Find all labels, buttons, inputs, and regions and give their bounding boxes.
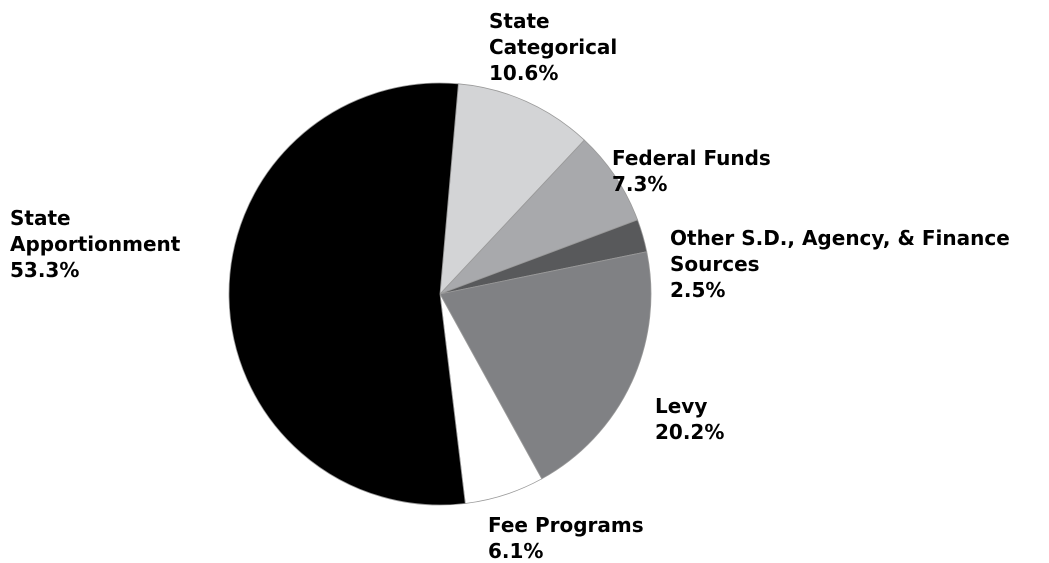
category-label: Levy [655,394,708,418]
slice-label: Fee Programs 6.1% [488,512,708,563]
category-label: Other S.D., Agency, & Finance Sources [670,226,1010,276]
slice-label: State Apportionment 53.3% [10,205,190,283]
slice-label: Other S.D., Agency, & Finance Sources 2.5… [670,225,1030,303]
value-label: 2.5% [670,278,726,302]
category-label: State Apportionment [10,206,181,256]
category-label: Federal Funds [612,146,771,170]
slice-label: Levy 20.2% [655,393,855,445]
slice-label: Federal Funds 7.3% [612,145,812,197]
pie-slice [228,82,466,506]
value-label: 7.3% [612,172,668,196]
pie-slice [439,251,652,480]
pie-slice [439,83,585,296]
value-label: 10.6% [489,61,559,85]
value-label: 6.1% [488,539,544,563]
category-label: Fee Programs [488,513,644,537]
value-label: 20.2% [655,420,725,444]
category-label: State Categorical [489,9,618,59]
slice-label: State Categorical 10.6% [489,8,629,86]
value-label: 53.3% [10,258,80,282]
